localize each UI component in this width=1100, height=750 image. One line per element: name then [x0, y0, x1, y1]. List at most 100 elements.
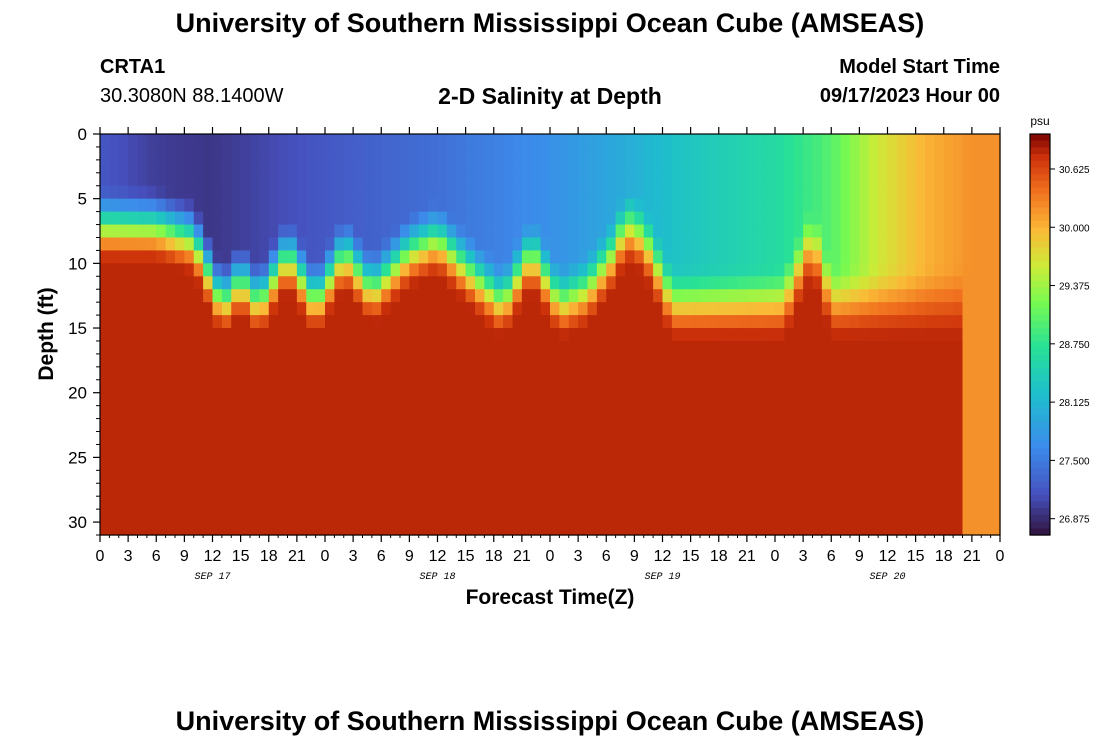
- heatmap-cell: [887, 340, 898, 355]
- heatmap-cell: [165, 496, 176, 510]
- heatmap-cell: [325, 522, 335, 536]
- heatmap-cell: [371, 159, 382, 174]
- heatmap-cell: [203, 483, 214, 497]
- heatmap-cell: [746, 457, 757, 471]
- heatmap-cell: [971, 172, 982, 187]
- heatmap-cell: [521, 509, 532, 523]
- heatmap-cell: [353, 405, 364, 420]
- heatmap-cell: [793, 211, 804, 226]
- heatmap-cell: [231, 237, 242, 252]
- heatmap-cell: [390, 509, 401, 523]
- heatmap-cell: [175, 211, 185, 226]
- heatmap-cell: [700, 366, 710, 381]
- heatmap-cell: [793, 172, 804, 187]
- heatmap-cell: [334, 172, 345, 187]
- heatmap-cell: [775, 366, 785, 381]
- heatmap-cell: [100, 522, 110, 536]
- heatmap-cell: [259, 328, 270, 342]
- heatmap-cell: [653, 405, 664, 420]
- heatmap-cell: [137, 328, 148, 342]
- heatmap-cell: [278, 185, 289, 200]
- heatmap-cell: [259, 366, 270, 381]
- heatmap-cell: [315, 328, 326, 342]
- heatmap-cell: [962, 522, 973, 536]
- heatmap-cell: [503, 431, 514, 446]
- heatmap-cell: [137, 276, 148, 290]
- heatmap-cell: [306, 302, 317, 316]
- heatmap-cell: [212, 470, 223, 484]
- heatmap-cell: [803, 276, 814, 290]
- heatmap-cell: [503, 289, 514, 303]
- heatmap-cell: [362, 431, 373, 446]
- heatmap-cell: [456, 392, 467, 407]
- heatmap-cell: [109, 340, 120, 355]
- heatmap-cell: [493, 431, 504, 446]
- heatmap-cell: [278, 509, 289, 523]
- heatmap-cell: [334, 470, 345, 484]
- heatmap-cell: [775, 250, 785, 264]
- heatmap-cell: [465, 172, 476, 187]
- heatmap-cell: [681, 366, 692, 381]
- heatmap-cell: [971, 263, 982, 277]
- heatmap-cell: [250, 457, 260, 471]
- heatmap-cell: [625, 470, 635, 484]
- heatmap-cell: [784, 366, 795, 381]
- heatmap-cell: [915, 444, 926, 458]
- heatmap-cell: [334, 198, 345, 213]
- heatmap-cell: [887, 405, 898, 420]
- heatmap-cell: [868, 302, 879, 316]
- heatmap-cell: [203, 146, 214, 161]
- heatmap-cell: [306, 134, 317, 148]
- heatmap-cell: [109, 134, 120, 148]
- heatmap-cell: [868, 289, 879, 303]
- heatmap-cell: [878, 198, 889, 213]
- heatmap-cell: [503, 483, 514, 497]
- heatmap-cell: [868, 146, 879, 161]
- heatmap-cell: [765, 328, 776, 342]
- heatmap-cell: [362, 522, 373, 536]
- heatmap-cell: [915, 379, 926, 394]
- heatmap-cell: [512, 146, 523, 161]
- heatmap-cell: [493, 366, 504, 381]
- heatmap-cell: [718, 237, 729, 252]
- heatmap-cell: [521, 185, 532, 200]
- heatmap-cell: [925, 328, 935, 342]
- heatmap-cell: [512, 353, 523, 368]
- heatmap-cell: [250, 483, 260, 497]
- colorbar-swatch: [1030, 154, 1050, 162]
- heatmap-cell: [803, 315, 814, 329]
- heatmap-cell: [465, 444, 476, 458]
- heatmap-cell: [718, 353, 729, 368]
- heatmap-cell: [878, 328, 889, 342]
- heatmap-cell: [821, 379, 832, 394]
- heatmap-cell: [803, 496, 814, 510]
- heatmap-cell: [306, 224, 317, 239]
- heatmap-cell: [606, 198, 617, 213]
- heatmap-cell: [587, 250, 598, 264]
- heatmap-cell: [868, 185, 879, 200]
- heatmap-cell: [868, 405, 879, 420]
- heatmap-cell: [915, 211, 926, 226]
- heatmap-cell: [306, 211, 317, 226]
- colorbar-swatch: [1030, 374, 1050, 382]
- heatmap-cell: [662, 328, 673, 342]
- heatmap-cell: [746, 405, 757, 420]
- heatmap-cell: [737, 522, 748, 536]
- heatmap-cell: [278, 328, 289, 342]
- heatmap-cell: [840, 172, 851, 187]
- heatmap-cell: [128, 496, 139, 510]
- heatmap-cell: [475, 366, 485, 381]
- heatmap-cell: [259, 444, 270, 458]
- heatmap-cell: [446, 457, 457, 471]
- heatmap-cell: [175, 431, 185, 446]
- heatmap-cell: [578, 366, 589, 381]
- heatmap-cell: [840, 159, 851, 174]
- heatmap-cell: [578, 405, 589, 420]
- heatmap-cell: [531, 522, 542, 536]
- heatmap-cell: [634, 353, 645, 368]
- heatmap-cell: [775, 302, 785, 316]
- heatmap-cell: [203, 185, 214, 200]
- heatmap-cell: [765, 353, 776, 368]
- heatmap-cell: [371, 198, 382, 213]
- heatmap-cell: [878, 250, 889, 264]
